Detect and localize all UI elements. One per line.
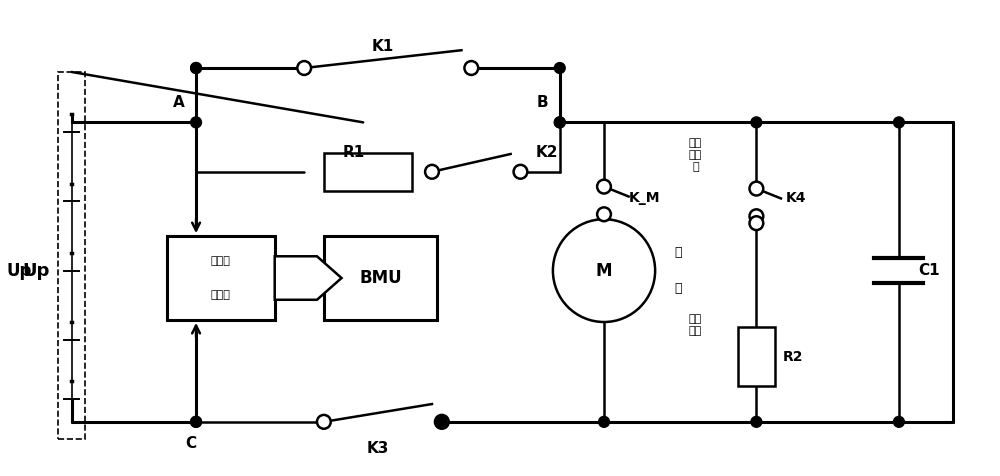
Circle shape — [597, 208, 611, 221]
Circle shape — [435, 415, 449, 429]
Circle shape — [750, 216, 763, 230]
Text: K_M: K_M — [629, 191, 660, 206]
Circle shape — [553, 219, 655, 322]
Circle shape — [317, 415, 331, 429]
Text: 电: 电 — [674, 246, 681, 259]
Text: A: A — [173, 95, 184, 110]
Text: C: C — [186, 436, 197, 451]
Text: Up: Up — [22, 262, 50, 279]
Text: 集电路: 集电路 — [211, 290, 231, 300]
Polygon shape — [275, 256, 342, 300]
FancyBboxPatch shape — [167, 236, 275, 320]
Circle shape — [554, 62, 565, 73]
Text: 电压采: 电压采 — [211, 256, 231, 266]
Text: C1: C1 — [919, 263, 940, 278]
Text: R1: R1 — [342, 145, 364, 159]
Text: BMU: BMU — [359, 269, 402, 287]
Circle shape — [191, 62, 201, 73]
Circle shape — [464, 61, 478, 75]
Circle shape — [894, 416, 904, 427]
Text: K3: K3 — [367, 441, 389, 456]
Text: K1: K1 — [372, 39, 394, 54]
Text: M: M — [596, 262, 612, 279]
Text: 加热
电阻: 加热 电阻 — [689, 314, 702, 336]
Circle shape — [750, 182, 763, 196]
FancyBboxPatch shape — [324, 153, 412, 190]
Circle shape — [554, 117, 565, 128]
Circle shape — [436, 416, 447, 427]
Circle shape — [597, 179, 611, 194]
Circle shape — [514, 165, 527, 178]
Circle shape — [751, 117, 762, 128]
Text: R2: R2 — [783, 349, 803, 364]
Circle shape — [191, 117, 201, 128]
Text: Up: Up — [7, 262, 32, 279]
Circle shape — [751, 416, 762, 427]
Circle shape — [750, 209, 763, 223]
FancyBboxPatch shape — [738, 327, 775, 386]
Circle shape — [554, 117, 565, 128]
Circle shape — [191, 416, 201, 427]
Circle shape — [425, 165, 439, 178]
Text: 加热
接触
器: 加热 接触 器 — [689, 139, 702, 171]
Text: 机: 机 — [674, 282, 681, 295]
Circle shape — [894, 117, 904, 128]
Circle shape — [599, 416, 609, 427]
Circle shape — [191, 62, 201, 73]
Text: K2: K2 — [535, 145, 558, 159]
Circle shape — [191, 416, 201, 427]
Text: K4: K4 — [786, 191, 806, 206]
FancyBboxPatch shape — [324, 236, 437, 320]
Text: B: B — [536, 95, 548, 110]
Circle shape — [299, 62, 310, 73]
Circle shape — [297, 61, 311, 75]
